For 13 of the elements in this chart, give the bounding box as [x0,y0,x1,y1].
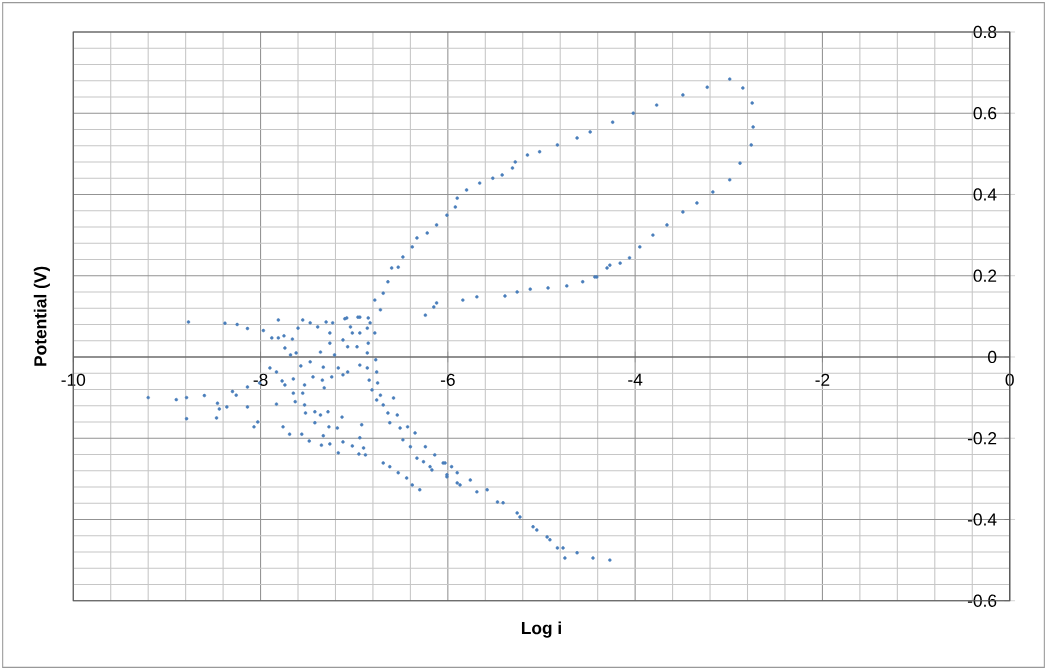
y-tick-label: -0.2 [967,432,997,445]
x-tick-label: -8 [253,373,268,386]
y-tick-label: 0.8 [973,25,997,39]
y-axis-title: Potential (V) [33,266,50,366]
y-tick-label: 0.4 [973,188,997,201]
x-tick-label: -2 [815,373,830,386]
y-tick-label: 0.6 [973,107,997,120]
x-axis-title: Log i [521,621,561,638]
y-tick-label: 0 [988,350,997,364]
y-tick-label: -0.4 [967,513,997,526]
x-tick-label: -6 [440,373,455,386]
y-tick-label: 0.2 [973,269,997,282]
x-tick-label: -4 [628,373,643,386]
